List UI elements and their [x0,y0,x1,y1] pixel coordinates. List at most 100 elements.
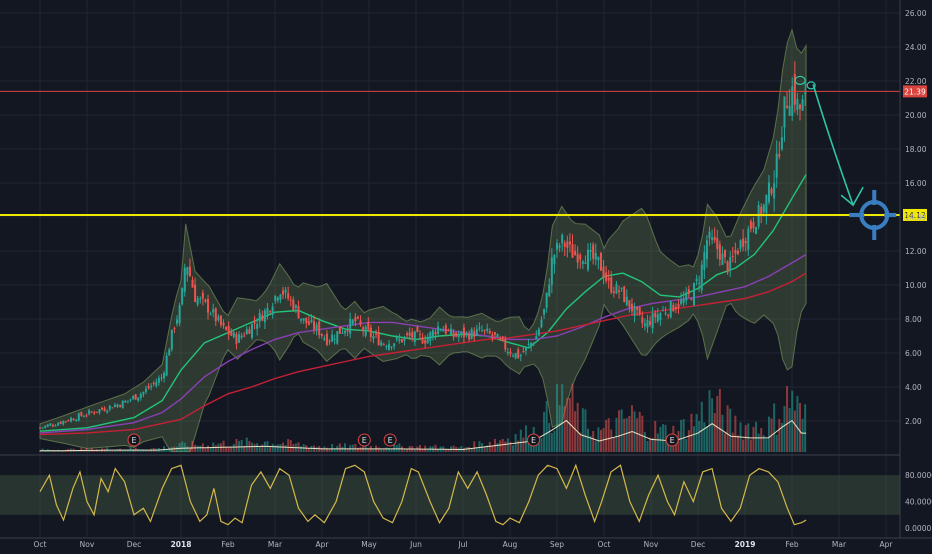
volume-bar [261,444,264,452]
candle-body [165,355,168,376]
candle-body [483,329,486,331]
volume-bar [736,435,739,452]
candle-body [250,323,253,338]
candle-body [517,349,520,359]
price-axis-label: 2.00 [905,417,922,426]
candle-body [488,330,491,334]
volume-bar [243,445,246,452]
candle-body [199,298,202,300]
volume-bar [589,435,592,452]
target-icon[interactable] [849,189,897,240]
candle-body [307,321,310,325]
time-axis-label: Apr [316,540,330,549]
candle-body [607,277,610,281]
time-axis[interactable]: Oct Nov Dec 2018 Feb Mar Apr May Jun Jul Aug Sep Oct… [0,537,932,549]
oscillator-line [39,463,807,526]
volume-bar [705,426,708,452]
oscillator-axis-label: 80.0000 [905,471,932,480]
candle-body [232,332,235,338]
candle-body [778,154,781,157]
candle-body [362,327,365,331]
volume-bar [752,426,755,452]
candle-body [222,322,225,326]
volume-bar [623,418,626,452]
price-axis-label: 10.00 [905,281,927,290]
earnings-marker-label: E [388,436,393,445]
volume-bar [359,447,362,452]
candle-body [791,86,794,116]
volume-bar [126,449,129,452]
candlesticks [39,61,807,430]
volume-bar [579,432,582,452]
candle-body [204,299,207,302]
candle-body [176,319,179,324]
volume-bar [537,438,540,452]
candle-body [780,137,783,150]
earnings-marker[interactable]: E [383,433,397,447]
earnings-marker[interactable]: E [527,433,540,447]
volume-bar [320,447,323,452]
moving-average-ma-slow [39,272,807,436]
volume-bar [636,418,639,452]
volume-bar [328,448,331,452]
candle-body [126,400,129,402]
candle-body [318,321,321,336]
volume-bar [77,450,80,452]
earnings-marker[interactable]: E [357,433,371,447]
candle-body [155,382,158,386]
earnings-marker[interactable]: E [127,433,141,447]
candle-body [103,408,106,411]
candle-body [225,326,228,330]
candle-body [106,410,109,413]
candle-body [654,312,657,318]
candle-body [338,326,341,334]
candle-body [297,305,300,319]
volume-bar [390,448,393,452]
candle-body [605,272,608,282]
candle-body [400,339,403,343]
volume-bar [762,435,765,452]
volume-bar [661,424,664,452]
volume-bar [587,428,590,452]
volume-bar [403,449,406,452]
volume-bar [677,430,680,452]
volume-bar [698,421,701,452]
candle-body [121,400,124,409]
volume-bar [398,443,401,452]
candle-body [674,307,677,310]
volume-bar [574,411,577,452]
candle-body [747,228,750,250]
volume-bar [232,443,235,452]
volume-bar [571,383,574,452]
volume-bar [80,447,83,452]
candle-body [793,73,796,105]
forecast-arrow[interactable] [812,84,854,206]
candle-body [594,252,597,260]
candle-body [333,338,336,340]
time-axis-label: Mar [268,540,283,549]
volume-bar [778,418,781,452]
earnings-marker-label: E [531,436,536,445]
candle-body [413,331,416,343]
candle-body [328,340,331,342]
candle-body [431,330,434,337]
earnings-marker[interactable]: E [665,433,679,447]
candle-body [460,331,463,334]
candle-body [646,319,649,328]
price-axis[interactable]: 26.00 24.00 22.00 20.00 18.00 16.00 14.00 12.00… [899,0,932,538]
candle-body [718,244,721,260]
volume-bar [274,445,277,452]
candle-body [628,300,631,308]
candle-body [700,264,703,291]
candle-body [473,331,476,337]
candle-body [731,255,734,257]
candle-body [620,287,623,289]
earnings-marker-circle [383,433,397,447]
candle-body [77,413,80,421]
candle-body [139,393,142,398]
volume-bar [656,433,659,452]
candle-body [512,355,515,357]
candle-body [403,336,406,341]
